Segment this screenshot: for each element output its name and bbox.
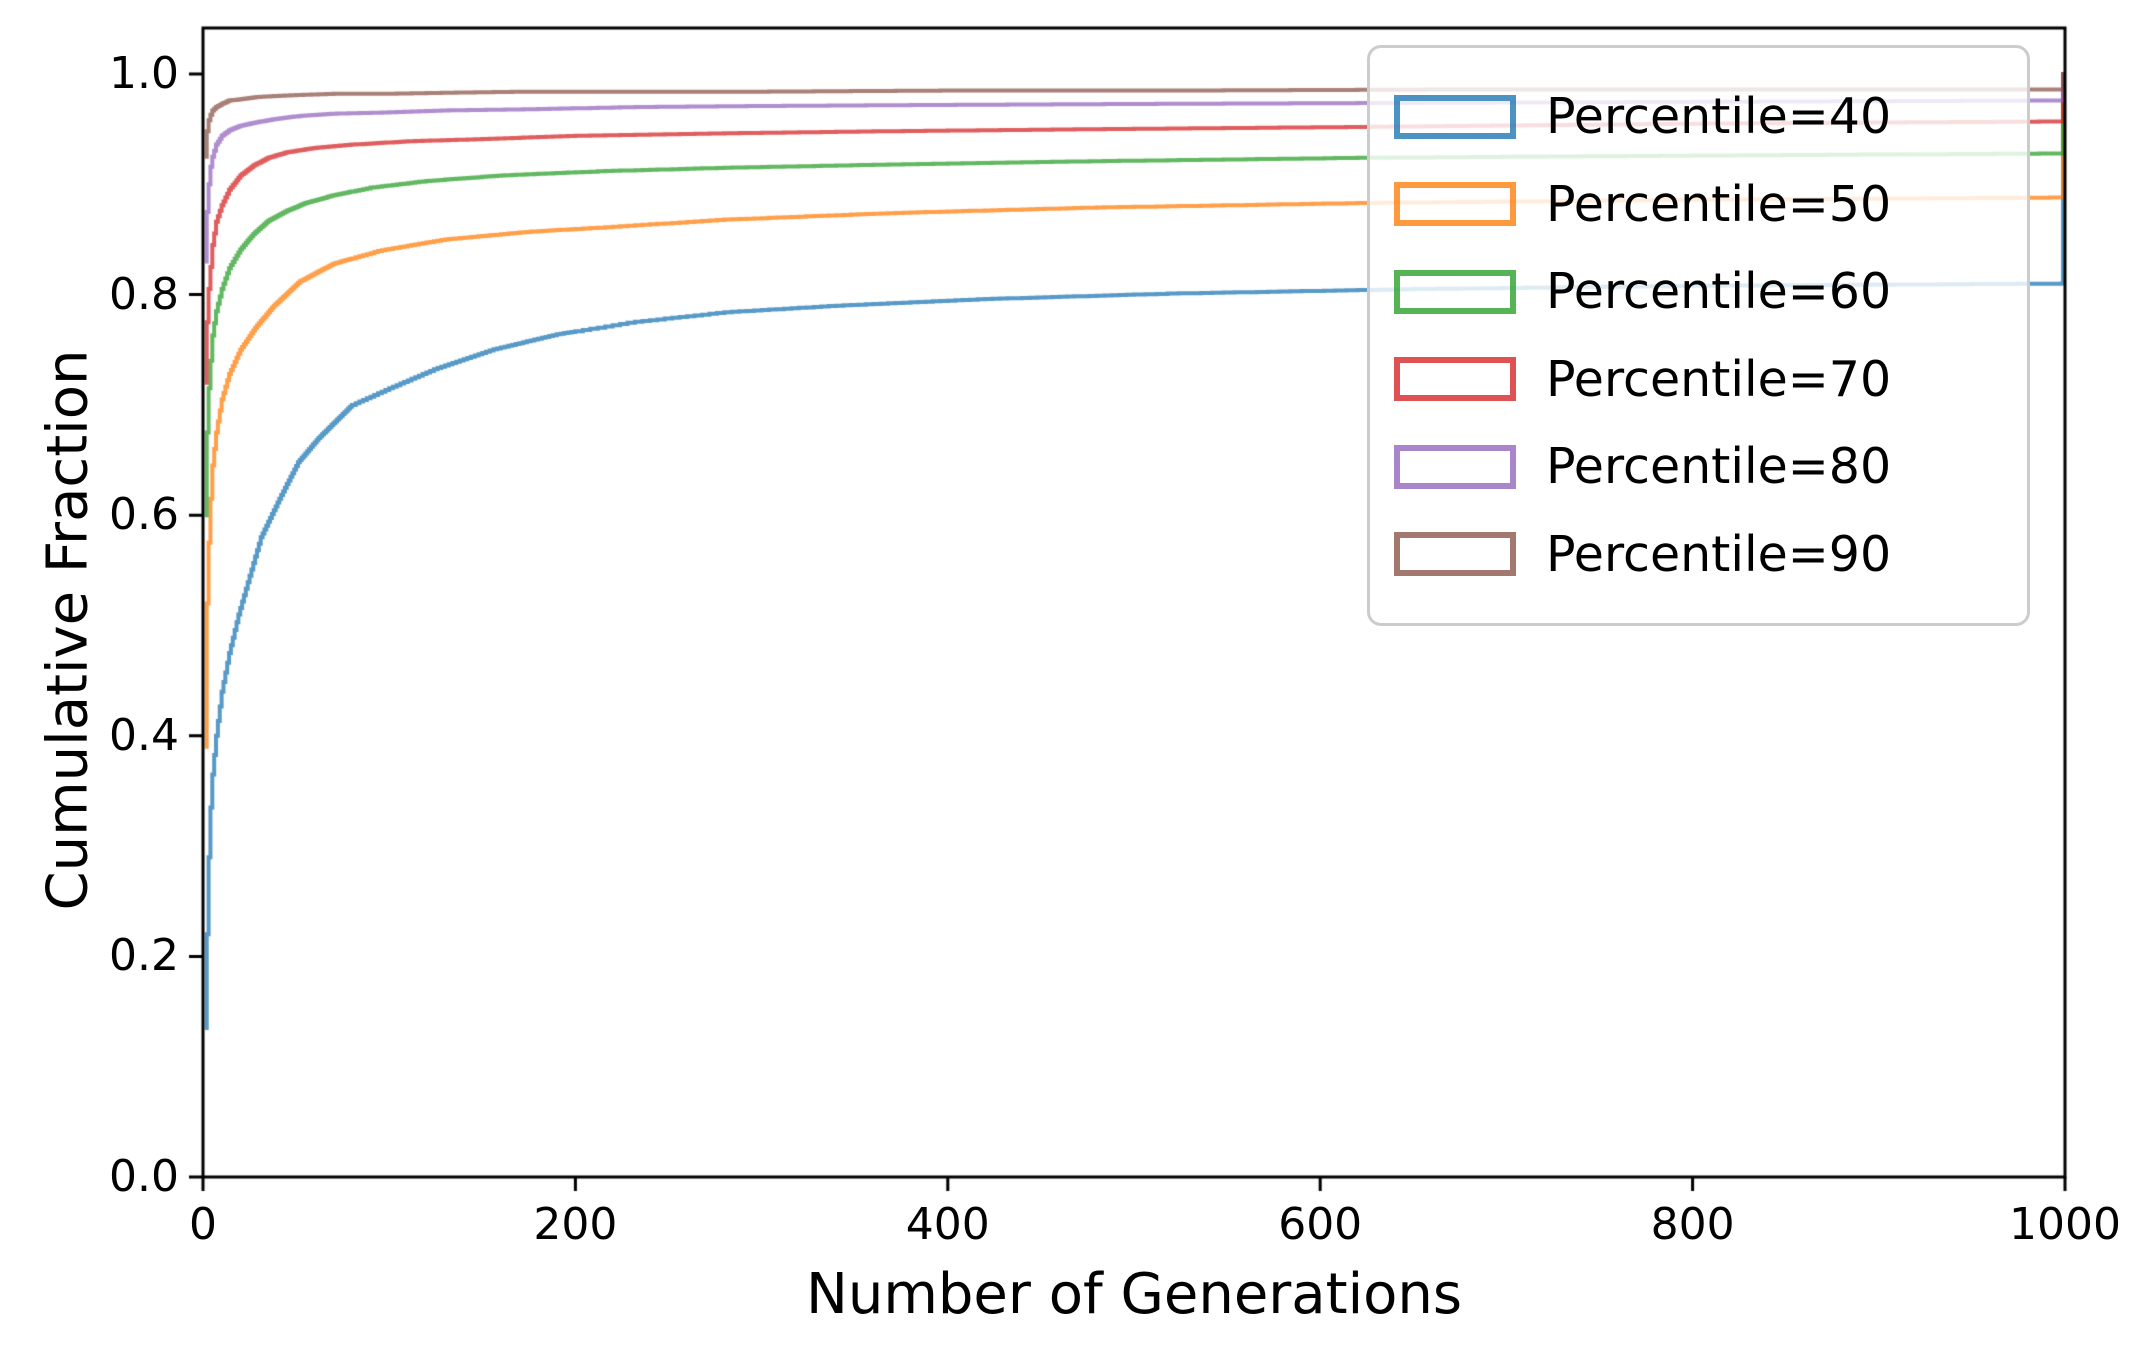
x-tick-label: 600 bbox=[1278, 1199, 1363, 1250]
legend-row: Percentile=80 bbox=[1394, 442, 2027, 491]
legend-row: Percentile=90 bbox=[1394, 530, 2027, 579]
legend-swatch-percentile-40-icon bbox=[1394, 94, 1516, 139]
legend-swatch-percentile-60-icon bbox=[1394, 269, 1516, 314]
x-tick-label: 200 bbox=[533, 1199, 618, 1250]
legend-label: Percentile=40 bbox=[1546, 88, 1892, 146]
legend-label: Percentile=80 bbox=[1546, 438, 1892, 496]
x-tick-label: 0 bbox=[189, 1199, 217, 1250]
y-tick-label: 0.0 bbox=[109, 1151, 179, 1202]
y-tick-label: 0.6 bbox=[109, 489, 179, 541]
legend-swatch-percentile-70-icon bbox=[1394, 357, 1516, 402]
x-tick-label: 400 bbox=[905, 1199, 990, 1250]
y-tick-label: 0.4 bbox=[109, 709, 179, 761]
legend-swatch-percentile-80-icon bbox=[1394, 444, 1516, 489]
legend-swatch-percentile-50-icon bbox=[1394, 182, 1516, 227]
legend-row: Percentile=70 bbox=[1394, 355, 2027, 404]
legend-label: Percentile=90 bbox=[1546, 525, 1892, 583]
y-tick-label: 0.8 bbox=[109, 268, 179, 320]
legend-label: Percentile=60 bbox=[1546, 263, 1892, 321]
legend: Percentile=40 Percentile=50 Percentile=6… bbox=[1367, 45, 2030, 626]
legend-label: Percentile=70 bbox=[1546, 350, 1892, 408]
x-axis-label: Number of Generations bbox=[805, 1262, 1463, 1327]
legend-row: Percentile=60 bbox=[1394, 267, 2027, 316]
legend-row: Percentile=40 bbox=[1394, 92, 2027, 141]
y-tick-label: 0.2 bbox=[109, 930, 179, 982]
legend-label: Percentile=50 bbox=[1546, 175, 1892, 233]
y-tick-label: 1.0 bbox=[109, 48, 179, 99]
legend-row: Percentile=50 bbox=[1394, 180, 2027, 229]
legend-swatch-percentile-90-icon bbox=[1394, 532, 1516, 577]
x-tick-label: 1000 bbox=[2009, 1199, 2121, 1250]
x-tick-label: 800 bbox=[1650, 1199, 1735, 1250]
y-axis-label: Cumulative Fraction bbox=[35, 349, 101, 911]
